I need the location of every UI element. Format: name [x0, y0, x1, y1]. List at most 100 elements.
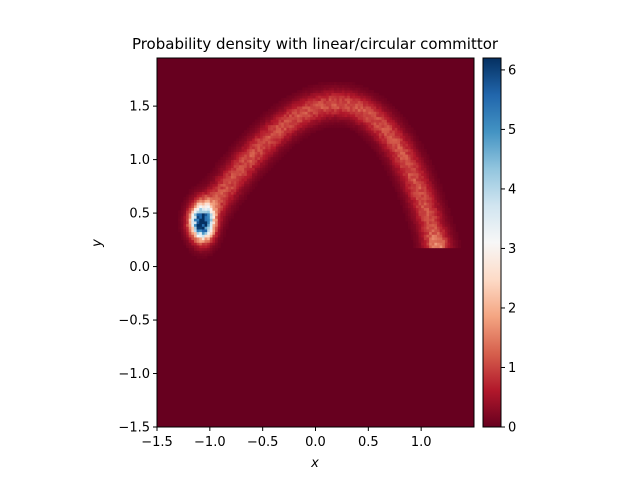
heatmap-cell	[423, 239, 427, 243]
heatmap-cell	[360, 95, 364, 99]
heatmap-cell	[283, 103, 287, 107]
heatmap-cell	[267, 159, 271, 163]
heatmap-cell	[344, 124, 348, 128]
heatmap-cell	[183, 234, 187, 238]
heatmap-cell	[299, 90, 303, 94]
heatmap-cell	[333, 100, 337, 104]
heatmap-cell	[442, 226, 446, 230]
heatmap-cell	[312, 106, 316, 110]
heatmap-cell	[421, 221, 425, 225]
heatmap-cell	[405, 122, 409, 126]
heatmap-cell	[196, 234, 200, 238]
heatmap-cell	[257, 148, 261, 152]
y-axis: −1.5−1.0−0.50.00.51.01.5	[118, 100, 157, 436]
heatmap-cell	[180, 229, 184, 233]
heatmap-cell	[312, 95, 316, 99]
heatmap-cell	[349, 82, 353, 86]
heatmap-cell	[402, 151, 406, 155]
heatmap-cell	[180, 202, 184, 206]
heatmap-cell	[439, 229, 443, 233]
heatmap-cell	[244, 175, 248, 179]
heatmap-cell	[410, 175, 414, 179]
heatmap-cell	[204, 221, 208, 225]
heatmap-cell	[355, 116, 359, 120]
heatmap-cell	[223, 226, 226, 230]
heatmap-cell	[400, 140, 403, 144]
heatmap-cell	[209, 170, 213, 174]
heatmap-cell	[402, 119, 406, 123]
heatmap-cell	[413, 215, 417, 219]
heatmap-cell	[212, 191, 216, 195]
heatmap-cell	[201, 223, 205, 227]
heatmap-cell	[407, 178, 411, 182]
x-tick-label: −1.5	[141, 435, 173, 450]
heatmap-cell	[307, 122, 311, 126]
heatmap-cell	[212, 172, 216, 176]
heatmap-cell	[257, 130, 261, 134]
heatmap-cell	[418, 202, 422, 206]
heatmap-cell	[394, 162, 398, 166]
heatmap-cell	[249, 164, 253, 168]
heatmap-cell	[360, 124, 364, 128]
heatmap-cell	[228, 189, 232, 192]
heatmap-cell	[365, 135, 369, 139]
heatmap-cell	[402, 170, 406, 174]
heatmap-cell	[228, 191, 232, 195]
heatmap-cell	[434, 226, 438, 230]
heatmap-cell	[326, 108, 330, 112]
heatmap-cell	[220, 167, 224, 171]
heatmap-cell	[418, 194, 422, 198]
heatmap-cell	[328, 90, 332, 94]
heatmap-cell	[291, 132, 295, 136]
heatmap-cell	[423, 245, 427, 249]
heatmap-cell	[405, 194, 409, 198]
heatmap-cell	[199, 183, 203, 187]
heatmap-cell	[349, 92, 353, 96]
heatmap-cell	[386, 135, 390, 139]
heatmap-cell	[413, 146, 417, 150]
heatmap-cell	[238, 178, 242, 182]
heatmap-cell	[201, 191, 205, 195]
heatmap-cell	[347, 119, 351, 123]
heatmap-cell	[373, 103, 377, 107]
heatmap-cell	[315, 127, 319, 131]
heatmap-cell	[244, 167, 248, 171]
heatmap-cell	[413, 245, 417, 249]
heatmap-cell	[434, 210, 438, 214]
heatmap-cell	[209, 210, 213, 214]
heatmap-cell	[437, 197, 440, 201]
heatmap-cell	[341, 90, 345, 94]
heatmap-cell	[407, 175, 411, 179]
heatmap-cell	[315, 108, 319, 112]
heatmap-cell	[423, 181, 427, 184]
heatmap-cell	[407, 138, 411, 142]
heatmap-cell	[392, 111, 396, 115]
heatmap-cell	[355, 124, 359, 128]
heatmap-cell	[196, 229, 200, 233]
heatmap-cell	[238, 146, 242, 150]
heatmap-cell	[209, 207, 213, 211]
heatmap-cell	[413, 181, 417, 184]
heatmap-cell	[244, 191, 248, 195]
heatmap-cell	[442, 231, 446, 235]
heatmap-cell	[415, 210, 419, 214]
heatmap-cell	[429, 191, 433, 195]
heatmap-cell	[421, 229, 425, 233]
heatmap-cell	[217, 202, 221, 206]
heatmap-cell	[191, 202, 195, 206]
heatmap-cell	[355, 106, 359, 110]
heatmap-cell	[244, 181, 248, 184]
heatmap-cell	[289, 106, 293, 110]
heatmap-cell	[357, 92, 361, 96]
heatmap-cell	[389, 127, 393, 131]
heatmap-cell	[193, 242, 197, 246]
heatmap-cell	[209, 223, 213, 227]
heatmap-cell	[212, 221, 216, 225]
heatmap-cell	[360, 135, 364, 139]
heatmap-cell	[413, 143, 417, 147]
heatmap-cell	[236, 156, 240, 160]
heatmap-cell	[289, 124, 293, 128]
heatmap-cell	[217, 189, 221, 192]
heatmap-cell	[270, 130, 274, 134]
heatmap-cell	[283, 138, 287, 142]
